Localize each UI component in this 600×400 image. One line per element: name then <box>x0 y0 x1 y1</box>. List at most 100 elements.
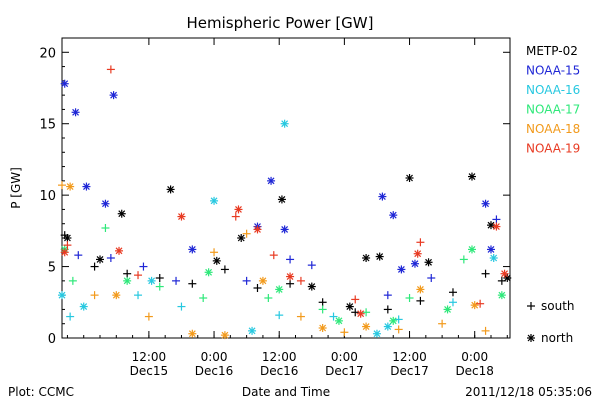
point-south <box>144 312 153 321</box>
point-south <box>383 305 392 314</box>
point-south <box>90 291 99 300</box>
point-south <box>286 255 295 264</box>
point-south <box>286 279 295 288</box>
point-south <box>68 276 77 285</box>
point-north <box>486 245 495 254</box>
point-south <box>329 312 338 321</box>
point-north <box>188 329 197 338</box>
x-tick-label-time: 0:00 <box>331 350 358 364</box>
legend-north-marker <box>527 334 535 342</box>
legend-entry: NOAA-16 <box>526 83 580 97</box>
point-south <box>177 302 186 311</box>
y-axis-label: P [GW] <box>9 167 23 209</box>
point-south <box>172 276 181 285</box>
y-tick-label: 15 <box>39 118 56 133</box>
point-south <box>58 181 66 190</box>
series-noaa-19 <box>60 65 509 318</box>
point-north <box>280 119 289 128</box>
point-south <box>427 274 436 282</box>
point-south <box>481 326 490 335</box>
series-noaa-18 <box>58 181 490 340</box>
y-tick-label: 10 <box>39 189 56 204</box>
point-north <box>277 195 286 204</box>
point-north <box>58 291 66 300</box>
x-tick-label-date: Dec15 <box>130 364 169 378</box>
x-tick-label-time: 12:00 <box>262 350 297 364</box>
point-north <box>258 276 267 285</box>
point-north <box>166 185 175 194</box>
point-north <box>405 174 414 182</box>
legend-entry: NOAA-15 <box>526 64 580 78</box>
point-south <box>155 274 164 282</box>
point-north <box>397 265 406 274</box>
point-south <box>264 294 273 302</box>
point-north <box>280 225 289 234</box>
point-south <box>351 295 360 304</box>
x-tick-label-date: Dec16 <box>195 364 234 378</box>
point-south <box>448 298 457 307</box>
point-south <box>155 282 164 291</box>
point-north <box>204 268 213 277</box>
point-south <box>66 312 75 321</box>
point-south <box>362 308 371 317</box>
legend-entry: NOAA-18 <box>526 122 580 136</box>
point-north <box>424 258 433 267</box>
point-south <box>253 284 262 292</box>
legend-south-marker <box>527 302 535 310</box>
point-south <box>275 311 284 320</box>
point-north <box>275 285 284 294</box>
point-north <box>123 276 132 285</box>
point-south <box>63 241 72 250</box>
point-south <box>405 294 414 302</box>
point-north <box>112 291 121 300</box>
point-north <box>500 269 509 278</box>
point-south <box>134 291 143 300</box>
x-tick-label-date: Dec17 <box>325 364 364 378</box>
point-north <box>416 285 425 294</box>
point-north <box>481 199 490 208</box>
point-north <box>389 316 398 325</box>
legend-entry: NOAA-17 <box>526 103 580 117</box>
point-south <box>139 262 148 271</box>
point-north <box>492 222 501 231</box>
point-south <box>416 296 425 305</box>
point-south <box>242 276 251 285</box>
plot-credit: Plot: CCMC <box>8 385 74 399</box>
point-south <box>307 261 316 270</box>
y-axis: 0 5 10 15 20 <box>39 46 510 347</box>
y-tick-label: 0 <box>48 332 56 347</box>
point-north <box>307 282 316 291</box>
point-north <box>362 254 371 262</box>
point-north <box>63 234 72 242</box>
point-north <box>470 301 479 310</box>
plot-area-frame <box>61 37 511 339</box>
point-south <box>481 269 490 278</box>
point-north <box>345 302 354 311</box>
x-tick-label-time: 12:00 <box>132 350 167 364</box>
point-south <box>220 265 229 274</box>
point-north <box>237 234 246 242</box>
point-north <box>497 291 506 300</box>
series-metp-02 <box>60 172 512 317</box>
point-north <box>410 259 419 268</box>
point-north <box>82 182 91 191</box>
point-south <box>199 294 208 302</box>
point-north <box>389 211 398 220</box>
point-north <box>109 91 118 100</box>
point-south <box>134 271 143 280</box>
point-south <box>492 215 501 224</box>
legend-south-label: south <box>541 299 575 313</box>
series-noaa-16 <box>58 119 498 338</box>
point-north <box>318 324 327 332</box>
point-north <box>177 212 186 221</box>
point-north <box>96 255 105 264</box>
point-north <box>443 305 452 314</box>
point-south <box>416 238 425 247</box>
point-north <box>101 199 110 208</box>
point-south <box>210 248 219 257</box>
series-noaa-15 <box>60 79 501 300</box>
point-north <box>413 249 422 258</box>
point-north <box>79 302 88 311</box>
point-south <box>340 328 349 337</box>
